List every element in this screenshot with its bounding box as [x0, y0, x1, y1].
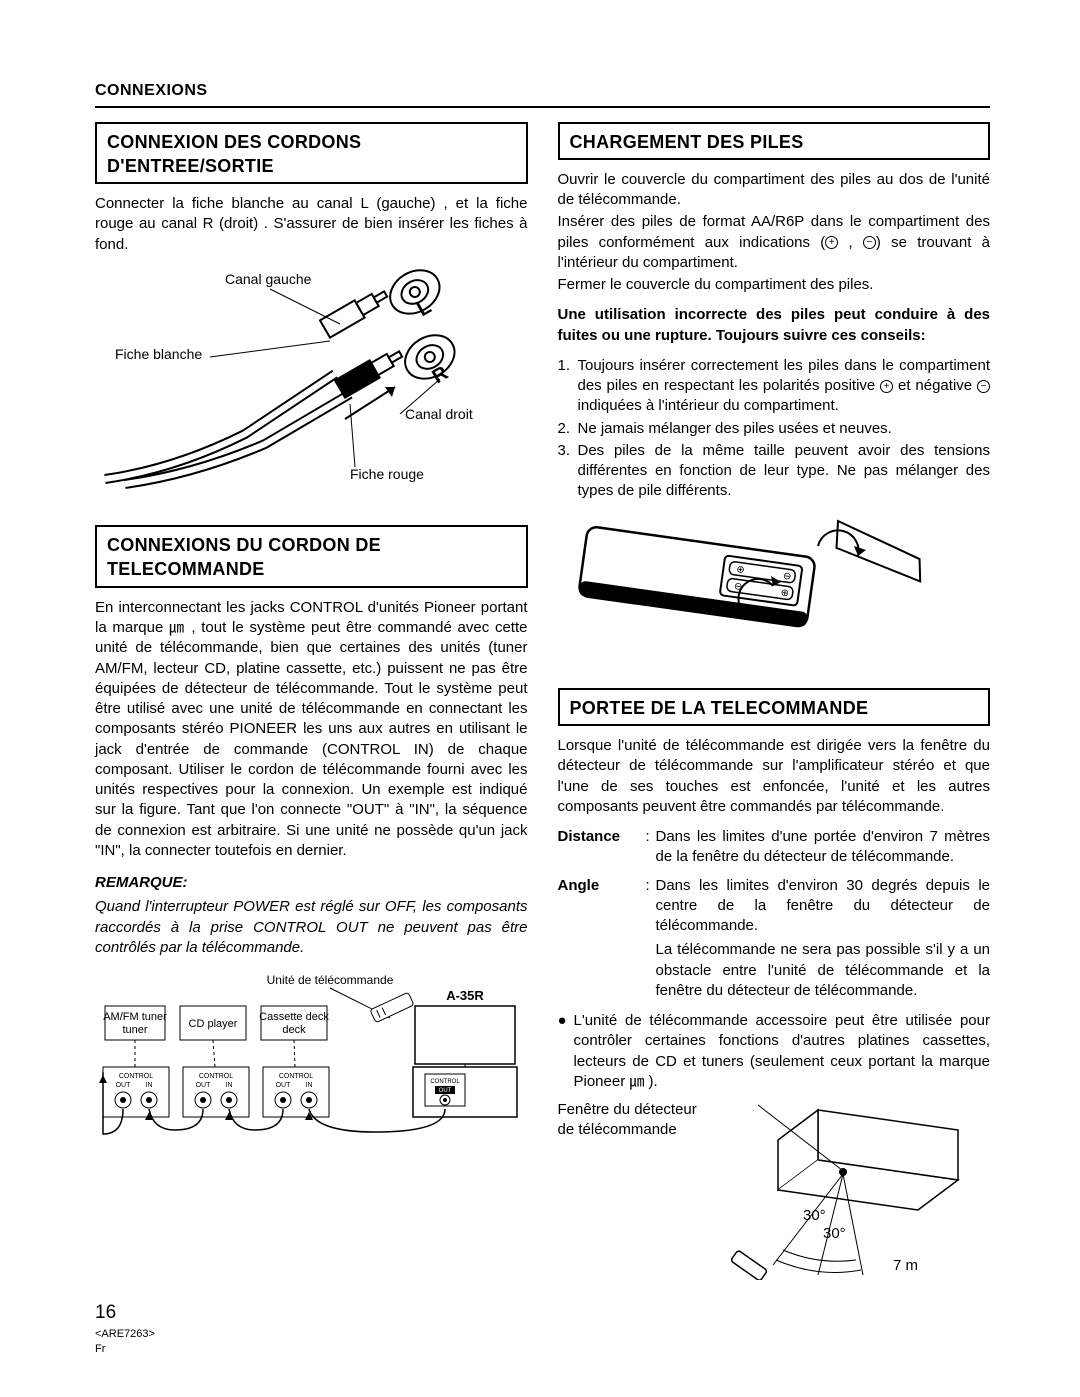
rca-svg: L R Canal gauche: [95, 269, 515, 499]
svg-text:7 m: 7 m: [893, 1257, 918, 1274]
svg-text:CONTROL: CONTROL: [119, 1073, 153, 1080]
piles-p3: Fermer le couvercle du compartiment des …: [558, 275, 991, 295]
range-svg: 30° 30° 7 m: [718, 1100, 978, 1280]
svg-text:⊕: ⊕: [779, 587, 789, 599]
minus-icon: −: [863, 236, 876, 249]
section-title-telecommande-cordon: CONNEXIONS DU CORDON DE TELECOMMANDE: [95, 525, 528, 588]
section-title-piles: CHARGEMENT DES PILES: [558, 122, 991, 160]
svg-text:OUT: OUT: [196, 1082, 212, 1089]
figure-rca-plugs: L R Canal gauche: [95, 269, 528, 505]
piles-p1: Ouvrir le couvercle du compartiment des …: [558, 170, 991, 211]
label-canal-gauche: Canal gauche: [225, 271, 312, 287]
svg-text:deck: deck: [282, 1024, 306, 1036]
plus-icon: +: [825, 236, 838, 249]
dl-angle: Angle : Dans les limites d'environ 30 de…: [558, 876, 991, 1002]
figure-range: Fenêtre du détecteur de télécommande: [558, 1100, 991, 1280]
bullet-note: ● L'unité de télécommande accessoire peu…: [558, 1011, 991, 1092]
list-item: 1.Toujours insérer correctement les pile…: [558, 356, 991, 417]
svg-text:CONTROL: CONTROL: [199, 1073, 233, 1080]
svg-text:30°: 30°: [803, 1207, 826, 1224]
section-title-portee: PORTEE DE LA TELECOMMANDE: [558, 688, 991, 726]
batteries-svg: ⊕⊖ ⊖⊕: [558, 516, 978, 656]
label-canal-droit: Canal droit: [405, 406, 473, 422]
doc-id: <ARE7263>: [95, 1327, 155, 1342]
svg-text:tuner: tuner: [122, 1024, 147, 1036]
svg-text:OUT: OUT: [116, 1082, 132, 1089]
figure-batteries: ⊕⊖ ⊖⊕: [558, 516, 991, 662]
svg-text:CD player: CD player: [189, 1018, 238, 1030]
definition-list: Distance : Dans les limites d'une portée…: [558, 827, 991, 1001]
label-fenetre: Fenêtre du détecteur de télécommande: [558, 1100, 708, 1280]
minus-icon: −: [977, 380, 990, 393]
two-column-layout: CONNEXION DES CORDONS D'ENTREE/SORTIE Co…: [95, 122, 990, 1301]
svg-text:⊖: ⊖: [782, 570, 792, 582]
plus-icon: +: [880, 380, 893, 393]
svg-text:IN: IN: [226, 1082, 233, 1089]
svg-text:Unité de télécommande: Unité de télécommande: [267, 973, 394, 987]
remark-label: REMARQUE:: [95, 873, 528, 893]
svg-text:CONTROL: CONTROL: [279, 1073, 313, 1080]
svg-text:CONTROL: CONTROL: [430, 1079, 460, 1085]
label-fiche-blanche: Fiche blanche: [115, 346, 202, 362]
right-column: CHARGEMENT DES PILES Ouvrir le couvercle…: [558, 122, 991, 1301]
label-fiche-rouge: Fiche rouge: [350, 466, 424, 482]
lang-code: Fr: [95, 1342, 155, 1357]
page-footer: 16 <ARE7263> Fr: [95, 1300, 155, 1357]
list-item: 2.Ne jamais mélanger des piles usées et …: [558, 419, 991, 439]
svg-text:OUT: OUT: [439, 1088, 452, 1094]
cordons-body: Connecter la fiche blanche au canal L (g…: [95, 194, 528, 255]
svg-text:⊕: ⊕: [735, 564, 745, 576]
svg-text:30°: 30°: [823, 1225, 846, 1242]
piles-list: 1.Toujours insérer correctement les pile…: [558, 356, 991, 502]
svg-text:Cassette deck: Cassette deck: [259, 1011, 329, 1023]
page-number: 16: [95, 1300, 155, 1326]
telecommande-body: En interconnectant les jacks CONTROL d'u…: [95, 598, 528, 861]
section-title-cordons: CONNEXION DES CORDONS D'ENTREE/SORTIE: [95, 122, 528, 185]
left-column: CONNEXION DES CORDONS D'ENTREE/SORTIE Co…: [95, 122, 528, 1301]
svg-text:OUT: OUT: [276, 1082, 292, 1089]
figure-control-chain: Unité de télécommande A-35R AM/FM tuner …: [95, 972, 528, 1148]
list-item: 3.Des piles de la même taille peuvent av…: [558, 441, 991, 502]
svg-text:AM/FM tuner: AM/FM tuner: [103, 1011, 167, 1023]
svg-text:A-35R: A-35R: [446, 988, 484, 1003]
page-header: CONNEXIONS: [95, 80, 990, 108]
dl-distance: Distance : Dans les limites d'une portée…: [558, 827, 991, 868]
control-chain-svg: Unité de télécommande A-35R AM/FM tuner …: [95, 972, 525, 1142]
svg-text:IN: IN: [306, 1082, 313, 1089]
piles-p2: Insérer des piles de format AA/R6P dans …: [558, 212, 991, 273]
svg-text:IN: IN: [146, 1082, 153, 1089]
remark-text: Quand l'interrupteur POWER est réglé sur…: [95, 897, 528, 958]
portee-body: Lorsque l'unité de télécommande est diri…: [558, 736, 991, 817]
piles-warning: Une utilisation incorrecte des piles peu…: [558, 305, 991, 346]
